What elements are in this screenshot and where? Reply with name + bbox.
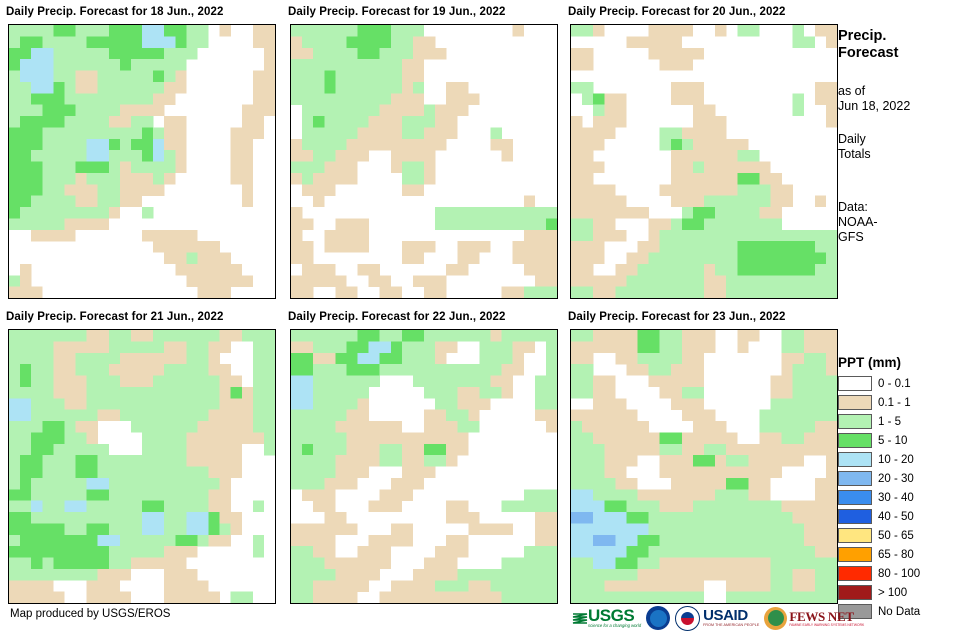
sidebar-title-line1: Precip.	[838, 28, 887, 44]
legend-swatch	[838, 547, 872, 562]
map-raster-2	[291, 25, 557, 298]
map-raster-1	[9, 25, 275, 298]
usaid-seal-icon	[675, 605, 701, 631]
legend-swatch	[838, 509, 872, 524]
legend-label: 80 - 100	[878, 567, 921, 580]
legend-label: 5 - 10	[878, 434, 908, 447]
map-raster-4	[9, 330, 275, 603]
legend-swatch	[838, 528, 872, 543]
map-panel-3[interactable]	[570, 24, 838, 299]
legend-label: 0.1 - 1	[878, 396, 911, 409]
sidebar-info: Precip. Forecast as of Jun 18, 2022 Dail…	[838, 28, 970, 245]
panel-title-1: Daily Precip. Forecast for 18 Jun., 2022	[6, 6, 224, 18]
legend-row: 65 - 80	[838, 545, 970, 564]
legend-row: 10 - 20	[838, 450, 970, 469]
legend-swatch	[838, 395, 872, 410]
legend-swatch	[838, 490, 872, 505]
map-panel-6[interactable]	[570, 329, 838, 604]
legend-swatch	[838, 414, 872, 429]
sidebar-asof-line1: as of	[838, 84, 866, 98]
legend-swatch	[838, 585, 872, 600]
legend-row: 5 - 10	[838, 431, 970, 450]
panel-title-2: Daily Precip. Forecast for 19 Jun., 2022	[288, 6, 506, 18]
legend-row: No Data	[838, 602, 970, 621]
usaid-logo[interactable]: USAID FROM THE AMERICAN PEOPLE	[675, 605, 759, 631]
legend-swatch	[838, 433, 872, 448]
legend-row: 50 - 65	[838, 526, 970, 545]
usgs-logo[interactable]: USGS science for a changing world	[572, 605, 641, 631]
sidebar-asof-line2: Jun 18, 2022	[838, 99, 911, 113]
fews-logo-text: FEWS NET	[789, 608, 854, 624]
legend-swatch	[838, 566, 872, 581]
legend-title: PPT (mm)	[838, 355, 902, 370]
legend-swatch	[838, 604, 872, 619]
panel-title-6: Daily Precip. Forecast for 23 Jun., 2022	[568, 311, 786, 323]
legend-row: 30 - 40	[838, 488, 970, 507]
legend-row: 40 - 50	[838, 507, 970, 526]
usgs-logo-text: USGS	[588, 606, 635, 625]
sidebar-title-line2: Forecast	[838, 45, 899, 61]
fews-logo[interactable]: FEWS NET FAMINE EARLY WARNING SYSTEMS NE…	[764, 605, 864, 631]
legend-label: 50 - 65	[878, 529, 914, 542]
panel-title-3: Daily Precip. Forecast for 20 Jun., 2022	[568, 6, 786, 18]
sidebar-data-line3: GFS	[838, 230, 864, 244]
map-panel-4[interactable]	[8, 329, 276, 604]
panel-title-4: Daily Precip. Forecast for 21 Jun., 2022	[6, 311, 224, 323]
sidebar-totals-line2: Totals	[838, 147, 871, 161]
fews-logo-sub: FAMINE EARLY WARNING SYSTEMS NETWORK	[789, 622, 865, 627]
noaa-logo[interactable]	[646, 605, 671, 631]
legend-rows: 0 - 0.1 0.1 - 1 1 - 5 5 - 10 10 - 20 20 - 30 3…	[838, 374, 970, 621]
legend-row: 0.1 - 1	[838, 393, 970, 412]
legend-label: 65 - 80	[878, 548, 914, 561]
legend-row: 80 - 100	[838, 564, 970, 583]
legend-swatch	[838, 376, 872, 391]
usaid-logo-sub: FROM THE AMERICAN PEOPLE	[703, 622, 760, 627]
fews-globe-icon	[764, 606, 788, 630]
usaid-logo-text: USAID	[703, 606, 748, 624]
map-panel-2[interactable]	[290, 24, 558, 299]
map-raster-5	[291, 330, 557, 603]
sidebar-data-line1: Data:	[838, 200, 868, 214]
agency-logos: USGS science for a changing world USAID …	[572, 603, 864, 633]
legend-row: 0 - 0.1	[838, 374, 970, 393]
legend-row: 1 - 5	[838, 412, 970, 431]
legend-label: > 100	[878, 586, 908, 599]
legend-label: No Data	[878, 605, 921, 618]
map-panel-5[interactable]	[290, 329, 558, 604]
usgs-logo-sub: science for a changing world	[588, 623, 642, 628]
usgs-wave-icon	[572, 613, 588, 624]
map-credit: Map produced by USGS/EROS	[10, 608, 171, 620]
legend-swatch	[838, 471, 872, 486]
legend: PPT (mm) 0 - 0.1 0.1 - 1 1 - 5 5 - 10 10 - 2…	[838, 355, 970, 621]
map-raster-6	[571, 330, 837, 603]
sidebar-data-line2: NOAA-	[838, 215, 878, 229]
legend-label: 0 - 0.1	[878, 377, 911, 390]
legend-label: 30 - 40	[878, 491, 914, 504]
panel-title-5: Daily Precip. Forecast for 22 Jun., 2022	[288, 311, 506, 323]
map-raster-3	[571, 25, 837, 298]
legend-label: 20 - 30	[878, 472, 914, 485]
legend-row: 20 - 30	[838, 469, 970, 488]
noaa-seal-icon	[646, 606, 671, 630]
map-panel-1[interactable]	[8, 24, 276, 299]
legend-label: 10 - 20	[878, 453, 914, 466]
legend-row: > 100	[838, 583, 970, 602]
legend-label: 40 - 50	[878, 510, 914, 523]
legend-swatch	[838, 452, 872, 467]
sidebar-totals-line1: Daily	[838, 132, 866, 146]
legend-label: 1 - 5	[878, 415, 902, 428]
